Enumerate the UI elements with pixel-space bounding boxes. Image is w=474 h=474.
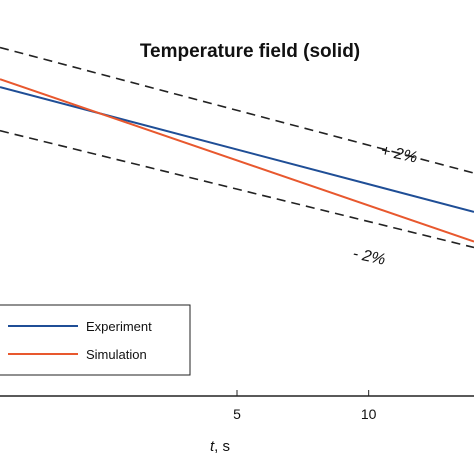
tolerance-line-3 (0, 129, 474, 249)
x-axis-label: t, s (210, 438, 230, 455)
x-tick-label-5: 5 (233, 406, 241, 422)
band-label-upper: + 2% (379, 142, 419, 166)
x-axis-unit: , s (214, 438, 230, 455)
x-tick-label-10: 10 (361, 406, 377, 422)
legend: Experiment Simulation (0, 304, 191, 376)
series-layer (0, 46, 474, 249)
chart-title: Temperature field (solid) (140, 41, 360, 62)
series-line-simulation (0, 78, 474, 243)
x-ticks: 5 10 (233, 390, 377, 422)
legend-label-simulation: Simulation (86, 347, 147, 362)
series-line-experiment (0, 86, 474, 213)
x-axis-variable: t (210, 438, 215, 455)
band-label-lower: - 2% (351, 245, 387, 268)
legend-box (0, 304, 191, 376)
tolerance-line-2 (0, 46, 474, 174)
legend-label-experiment: Experiment (86, 319, 152, 334)
